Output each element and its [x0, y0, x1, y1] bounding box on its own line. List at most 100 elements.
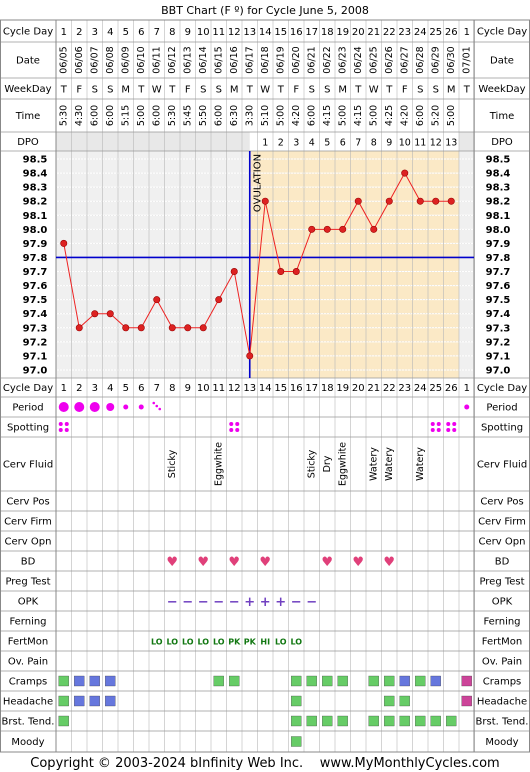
dpo-cell: 4: [309, 138, 315, 149]
weekday-cell: M: [230, 85, 239, 96]
spotting-dot: [229, 422, 234, 426]
time-cell: 6:00: [306, 105, 317, 126]
cycle-day-number-bottom: 19: [336, 383, 349, 394]
weekday-cell: S: [433, 85, 439, 96]
dpo-cell: 8: [371, 138, 377, 149]
date-cell: 06/09: [120, 46, 131, 73]
cramps-mark: [368, 675, 379, 687]
cramps-mark: [430, 675, 441, 687]
cycle-day-number-bottom: 12: [228, 383, 241, 394]
ovulation-label: OVULATION: [252, 154, 263, 212]
time-cell: 4:20: [291, 105, 302, 126]
header-row-weekday: [56, 78, 474, 99]
cycle-day-number-bottom: 10: [197, 383, 210, 394]
dpo-cell: 5: [324, 138, 330, 149]
headache-mark: [291, 695, 302, 707]
right-label-opk: OPK: [492, 597, 513, 608]
cerv-fluid-watery: Watery: [384, 447, 395, 481]
y-tick-right: 98.1: [486, 211, 511, 222]
date-cell: 06/18: [260, 46, 271, 73]
cycle-day-number: 5: [123, 27, 129, 38]
dpo-cell: 9: [386, 138, 392, 149]
header-row-cycle_day2: [56, 378, 474, 397]
date-cell: 06/29: [430, 46, 441, 73]
left-label-cerv_opn: Cerv Opn: [5, 537, 52, 548]
time-cell: 6:30: [229, 105, 240, 126]
bd-heart-icon: ♥: [352, 555, 364, 570]
y-tick-right: 97.5: [486, 295, 511, 306]
dpo-cell: 1: [262, 138, 268, 149]
brst_tend-mark: [415, 715, 426, 727]
cramps-mark: [322, 675, 333, 687]
y-tick-right: 98.0: [486, 225, 511, 236]
fertmon-lo: LO: [151, 638, 163, 647]
temp-point-day-11: [215, 296, 223, 304]
cycle-day-number: 12: [228, 27, 241, 38]
headache-mark: [74, 695, 85, 707]
left-label-ov_pain: Ov. Pain: [8, 657, 48, 668]
date-cell: 06/10: [136, 46, 147, 73]
temp-point-day-1: [60, 239, 68, 247]
time-cell: 6:00: [105, 105, 116, 126]
temp-point-day-10: [199, 324, 207, 332]
chart-title: BBT Chart (F º) for Cycle June 5, 2008: [161, 4, 369, 17]
cycle-day-number-bottom: 1: [61, 383, 67, 394]
spotting-dot: [235, 428, 240, 432]
right-label-time: Time: [489, 111, 514, 122]
header-row-time: [56, 99, 474, 132]
y-tick-left: 97.7: [23, 267, 48, 278]
temp-point-day-17: [308, 225, 316, 233]
weekday-cell: M: [121, 85, 130, 96]
right-label-cerv_pos: Cerv Pos: [480, 497, 523, 508]
bd-heart-icon: ♥: [197, 555, 209, 570]
weekday-cell: T: [354, 85, 362, 96]
temp-point-day-12: [230, 268, 238, 276]
y-tick-right: 97.3: [486, 323, 511, 334]
spotting-dot: [446, 428, 451, 432]
temp-point-day-15: [277, 268, 285, 276]
temp-point-day-25: [432, 197, 440, 205]
right-label-period: Period: [486, 403, 517, 414]
cycle-day-number: 17: [305, 27, 318, 38]
moody-mark: [291, 736, 302, 747]
weekday-cell: W: [152, 85, 162, 96]
temp-point-day-18: [323, 225, 331, 233]
dpo-cell: 3: [293, 138, 299, 149]
fertmon-pk: PK: [244, 638, 257, 647]
cycle-day-number-bottom: 23: [398, 383, 411, 394]
headache-mark: [105, 695, 116, 707]
left-label-cerv_pos: Cerv Pos: [6, 497, 49, 508]
headache-mark: [399, 695, 410, 707]
right-label-brst_tend: Brst. Tend.: [476, 717, 529, 728]
period-spotting-dot: [152, 401, 156, 405]
time-cell: 5:30: [58, 105, 69, 126]
brst_tend-mark: [291, 715, 302, 727]
left-label-date: Date: [16, 56, 40, 67]
fertmon-lo: LO: [197, 638, 209, 647]
right-label-headache: Headache: [477, 697, 527, 708]
left-label-cycle_day: Cycle Day: [3, 383, 53, 394]
fertmon-hi: HI: [260, 638, 270, 647]
opk-negative: −: [291, 595, 302, 610]
time-cell: 4:25: [384, 105, 395, 126]
cycle-day-number: 16: [290, 27, 303, 38]
weekday-cell: T: [246, 85, 254, 96]
right-label-cerv_fluid: Cerv Fluid: [477, 460, 527, 471]
headache-mark: [461, 695, 472, 707]
right-label-fertmon: FertMon: [482, 637, 522, 648]
date-cell: 06/07: [89, 46, 100, 73]
right-label-date: Date: [490, 56, 514, 67]
brst_tend-mark: [368, 715, 379, 727]
period-mark: [138, 404, 144, 410]
right-label-dpo: DPO: [491, 137, 513, 148]
cycle-day-number-bottom: 24: [414, 383, 427, 394]
time-cell: 4:20: [399, 105, 410, 126]
y-tick-left: 98.3: [23, 183, 48, 194]
header-row-date: [56, 42, 474, 78]
y-tick-right: 98.3: [486, 183, 511, 194]
right-label-ferning: Ferning: [483, 617, 520, 628]
cramps-mark: [399, 675, 410, 687]
dpo-cell: 6: [340, 138, 346, 149]
right-label-cycle_day: Cycle Day: [477, 27, 527, 38]
